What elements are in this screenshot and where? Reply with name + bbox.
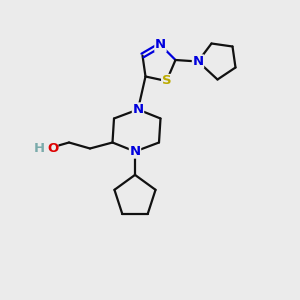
Text: S: S — [162, 74, 171, 88]
Text: N: N — [132, 103, 144, 116]
Text: N: N — [155, 38, 166, 52]
Text: H: H — [33, 142, 45, 155]
Text: N: N — [129, 145, 141, 158]
Text: O: O — [47, 142, 58, 155]
Text: N: N — [192, 55, 204, 68]
